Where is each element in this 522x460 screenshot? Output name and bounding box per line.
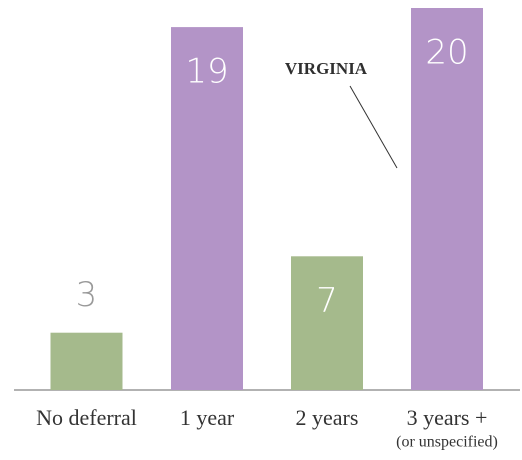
value-label: 19 xyxy=(185,52,228,92)
x-tick-label: No deferral xyxy=(36,405,137,430)
x-tick-label: 3 years + xyxy=(407,405,488,430)
annotation-line xyxy=(349,85,398,169)
value-label: 3 xyxy=(76,275,98,315)
bar xyxy=(411,8,483,390)
bar xyxy=(291,256,363,390)
value-label: 20 xyxy=(425,33,468,73)
annotation: VIRGINIA xyxy=(285,59,368,78)
bar xyxy=(171,27,243,390)
x-tick-label: 1 year xyxy=(180,405,235,430)
category-note: (or unspecified) xyxy=(396,434,498,451)
x-tick-label: 2 years xyxy=(296,405,359,430)
value-label: 7 xyxy=(316,281,338,321)
bar xyxy=(50,332,123,390)
